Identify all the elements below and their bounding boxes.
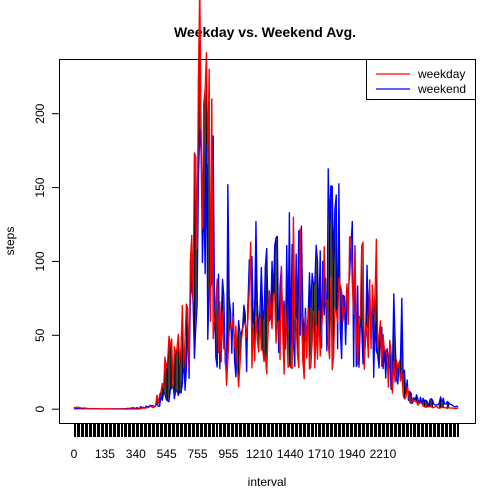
x-tick-label-545: 545	[157, 447, 177, 461]
series-line-weekend	[73, 128, 459, 410]
x-tick-label-755: 755	[188, 447, 208, 461]
y-tick-label-100: 100	[33, 251, 47, 271]
x-tick-label-2210: 2210	[370, 447, 397, 461]
series-line-weekday	[73, 0, 459, 410]
x-tick-label-0: 0	[71, 447, 78, 461]
plot-area	[73, 0, 459, 410]
legend: weekday weekend	[366, 59, 476, 100]
y-tick-label-200: 200	[33, 103, 47, 123]
legend-box	[366, 59, 476, 100]
x-tick-label-135: 135	[95, 447, 115, 461]
x-tick-label-1210: 1210	[246, 447, 273, 461]
y-tick-label-0: 0	[33, 406, 47, 413]
legend-label-weekend: weekend	[417, 82, 466, 96]
y-tick-label-150: 150	[33, 177, 47, 197]
y-tick-label-50: 50	[33, 328, 47, 342]
chart-title: Weekday vs. Weekend Avg.	[174, 24, 356, 40]
x-tick-label-1940: 1940	[339, 447, 366, 461]
x-tick-label-1710: 1710	[308, 447, 335, 461]
x-tick-label-955: 955	[218, 447, 238, 461]
x-tick-label-1440: 1440	[277, 447, 304, 461]
legend-label-weekday: weekday	[417, 67, 465, 81]
x-axis-label: interval	[248, 475, 287, 489]
y-axis-label: steps	[3, 227, 17, 256]
y-axis: 0 50 100 150 200	[33, 103, 60, 413]
x-axis: 0 135 340 545 755 955 1210 1440 1710 1940 2210	[71, 423, 459, 461]
x-tick-label-340: 340	[126, 447, 146, 461]
